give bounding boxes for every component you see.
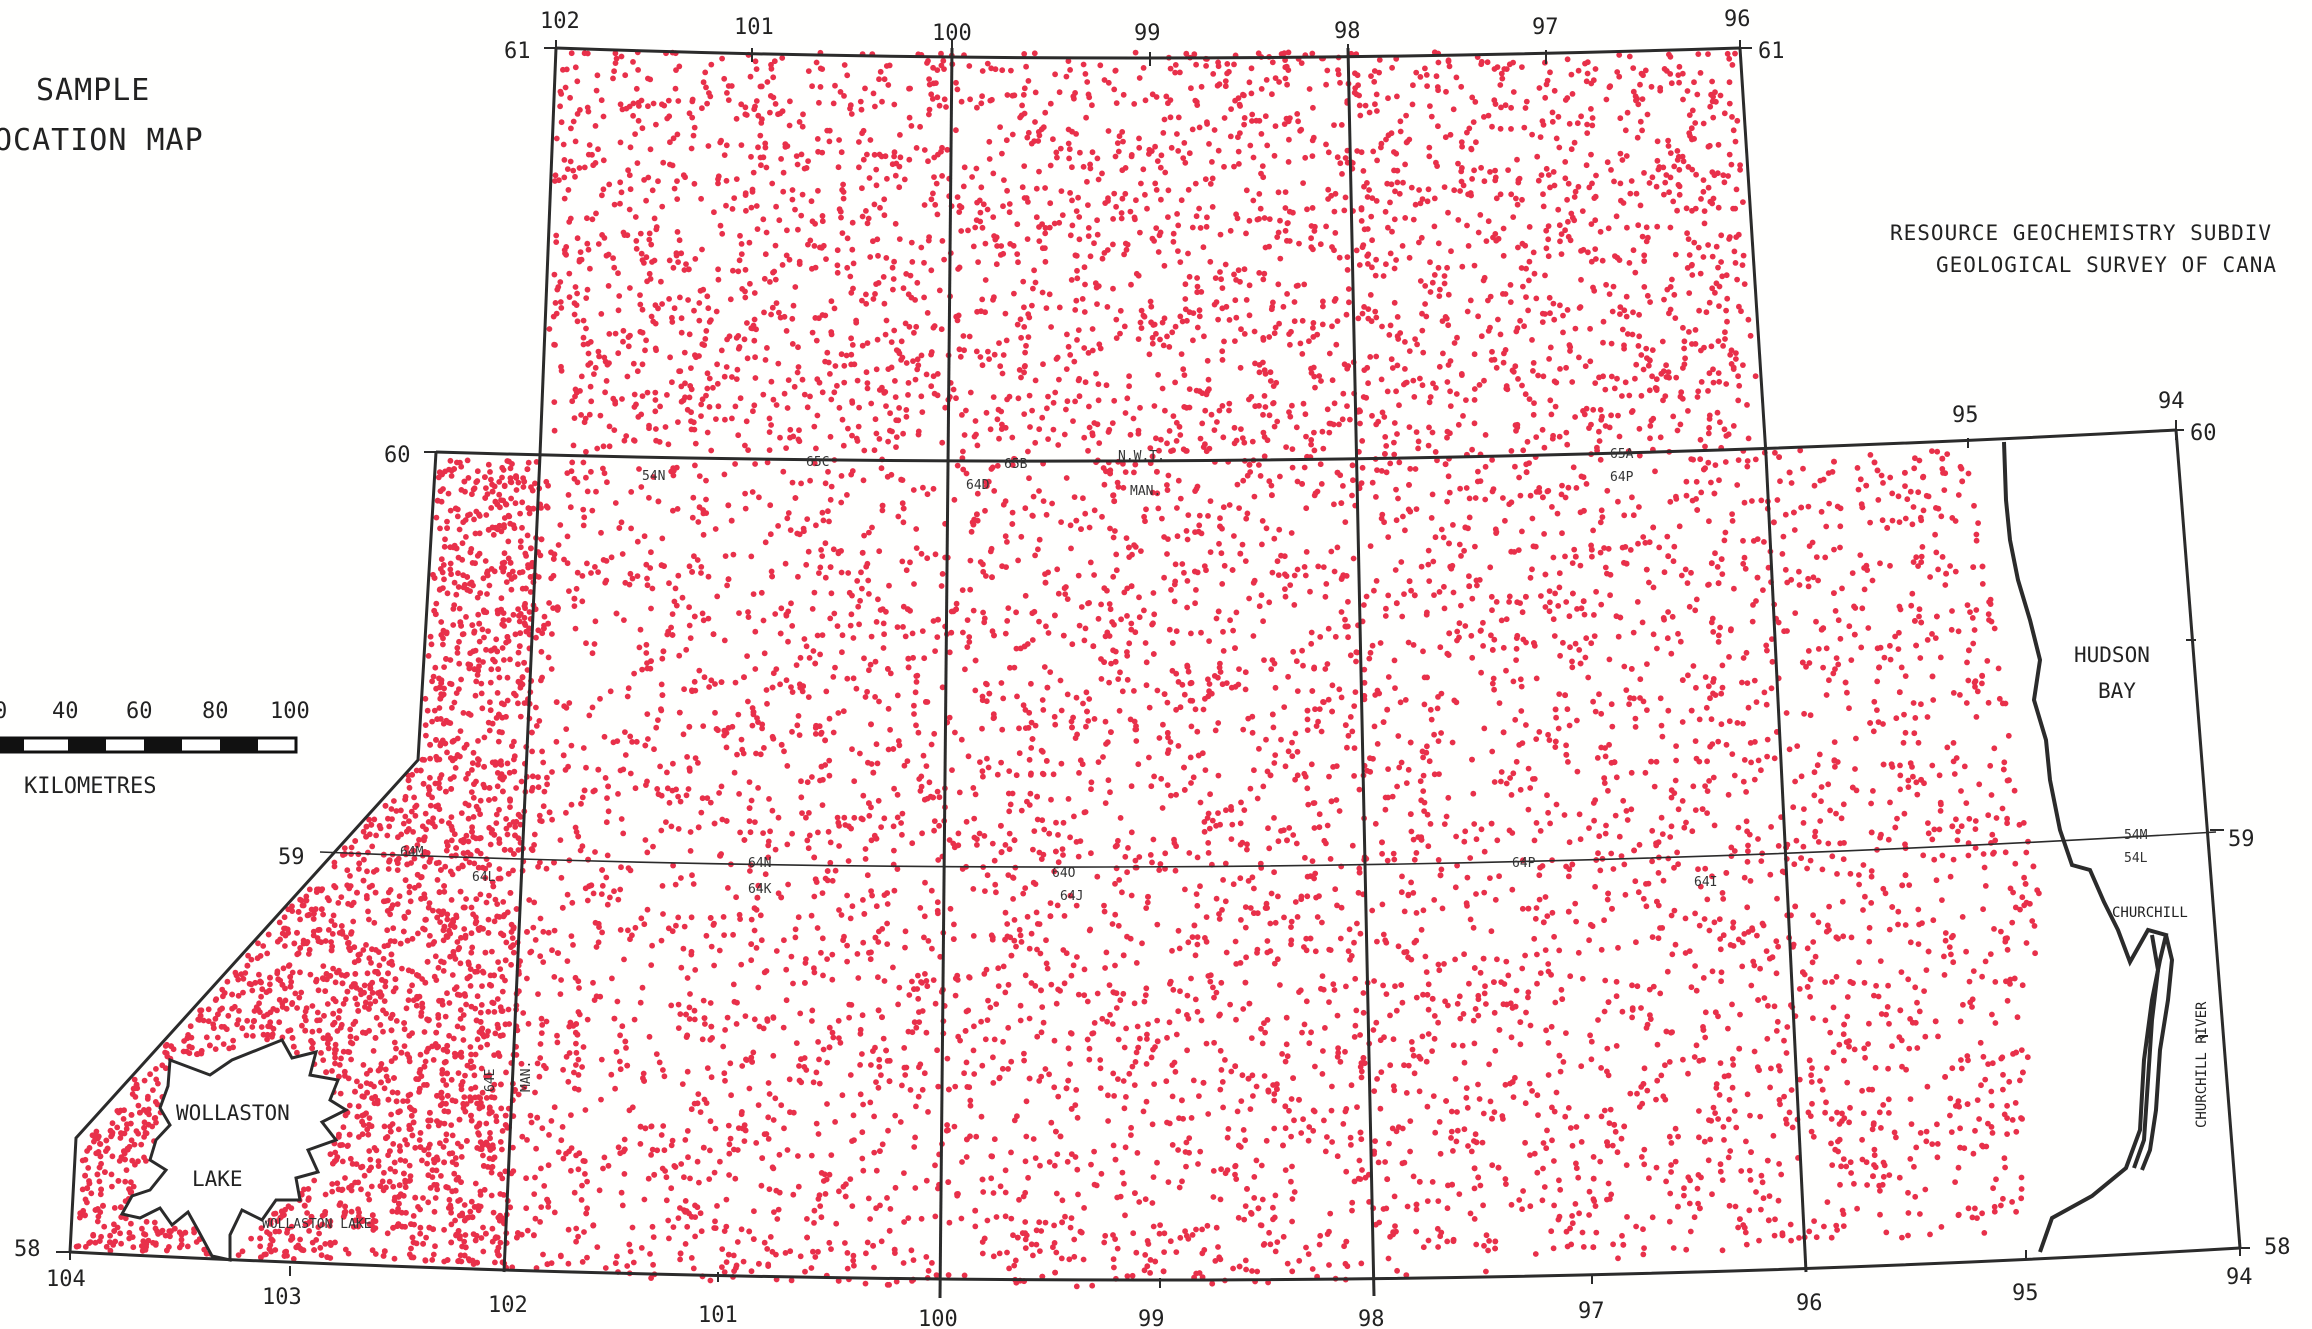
wollaston-small-label: WOLLASTON LAKE — [262, 1217, 372, 1232]
churchill-river-label: CHURCHILL RIVER — [2194, 1001, 2210, 1128]
lon-bottom-94: 94 — [2226, 1265, 2253, 1290]
hudson-bay-coastline — [2002, 441, 2169, 1253]
lat-59-right: 59 — [2228, 827, 2255, 852]
credit-line1: RESOURCE GEOCHEMISTRY SUBDIV — [1890, 221, 2272, 245]
sheet-64O: 64O — [1052, 866, 1076, 881]
lon-bottom-95: 95 — [2012, 1281, 2039, 1306]
sheet-64L: 64L — [472, 870, 496, 885]
lon-bottom-98: 98 — [1358, 1307, 1385, 1329]
scale-unit: KILOMETRES — [24, 774, 156, 799]
lon-top-99: 99 — [1134, 21, 1161, 46]
sheet-65A: 65A — [1610, 447, 1634, 462]
churchill-label: CHURCHILL — [2112, 905, 2188, 921]
lon-top-97: 97 — [1532, 15, 1559, 40]
sheet-64J: 64J — [1060, 889, 1083, 904]
map-title-line1: SAMPLE — [36, 73, 150, 108]
lat-61-right: 61 — [1758, 39, 1785, 64]
sheet-man-vertical: MAN. — [519, 1061, 534, 1092]
sheet-64N: 64N — [748, 856, 771, 871]
lat-60-right: 60 — [2190, 421, 2217, 446]
scale-tick-0: 0 — [0, 699, 7, 724]
churchill-river — [2132, 934, 2175, 1171]
wollaston-label-2: LAKE — [192, 1167, 243, 1191]
sheet-64M: 64M — [400, 845, 424, 860]
lon-top-96: 96 — [1724, 7, 1751, 32]
hudson-bay-label-1: HUDSON — [2074, 643, 2150, 667]
sheet-65B: 65B — [1004, 457, 1028, 472]
scale-tick-40: 40 — [52, 699, 79, 724]
latitude-59-line — [319, 831, 2217, 868]
sheet-64K: 64K — [748, 882, 772, 897]
sheet-64D: 64D — [966, 478, 990, 493]
lat-58-right: 58 — [2264, 1235, 2291, 1260]
sheet-man: MAN. — [1130, 484, 1161, 499]
sample-dots-layer — [73, 49, 2042, 1290]
lat-60-left: 60 — [384, 443, 411, 468]
sheet-64P-south: 64P — [1512, 856, 1536, 871]
lon-bottom-103: 103 — [262, 1285, 302, 1310]
coord-labels-top: 102 101 100 99 98 97 96 61 61 60 95 94 6… — [14, 7, 2291, 1262]
scale-tick-80: 80 — [202, 699, 229, 724]
coord-labels-bottom: 104 103 102 101 100 99 98 97 96 95 94 — [46, 1265, 2253, 1329]
wollaston-label-1: WOLLASTON — [176, 1101, 290, 1125]
sheet-nwt: N.W.T. — [1118, 449, 1165, 464]
lon-bottom-99: 99 — [1138, 1307, 1165, 1329]
lat-58-left: 58 — [14, 1237, 41, 1262]
wollaston-lake — [119, 1038, 350, 1262]
hudson-bay-water — [2004, 434, 2236, 1252]
sheet-64I: 64I — [1694, 875, 1717, 890]
lon-top-101: 101 — [734, 15, 774, 40]
sheet-54N-a: 54N — [642, 469, 665, 484]
hudson-bay-label-2: BAY — [2098, 679, 2136, 703]
lon-bottom-104: 104 — [46, 1267, 86, 1292]
sheet-64P: 64P — [1610, 470, 1634, 485]
map-frame — [68, 46, 2242, 1299]
lat-59-left: 59 — [278, 845, 305, 870]
lon-bottom-97: 97 — [1578, 1299, 1605, 1324]
lon-top-100: 100 — [932, 21, 972, 46]
scale-tick-100: 100 — [270, 699, 310, 724]
lon-95-top: 95 — [1952, 403, 1979, 428]
credit-line2: GEOLOGICAL SURVEY OF CANA — [1936, 253, 2277, 277]
sheet-65C: 65C — [806, 455, 829, 470]
lon-bottom-100: 100 — [918, 1307, 958, 1329]
scale-bar: 0 40 60 80 100 KILOMETRES — [0, 699, 310, 799]
lon-bottom-96: 96 — [1796, 1291, 1823, 1316]
lon-top-102: 102 — [540, 9, 580, 34]
lon-bottom-101: 101 — [698, 1303, 738, 1328]
lon-bottom-102: 102 — [488, 1293, 528, 1318]
lat-61-left: 61 — [504, 39, 531, 64]
sheet-54M: 54M — [2124, 828, 2148, 843]
frame-ticks — [56, 40, 2250, 1288]
map-title-line2: OCATION MAP — [0, 123, 204, 158]
lon-top-98: 98 — [1334, 19, 1361, 44]
sheet-64E: 64E — [483, 1069, 498, 1092]
sheet-labels: 54N 65C 65B N.W.T. 64D MAN. 65A 64P 64M … — [400, 447, 2148, 1092]
sheet-54L: 54L — [2124, 851, 2148, 866]
lon-94-top: 94 — [2158, 389, 2185, 414]
scale-tick-60: 60 — [126, 699, 153, 724]
